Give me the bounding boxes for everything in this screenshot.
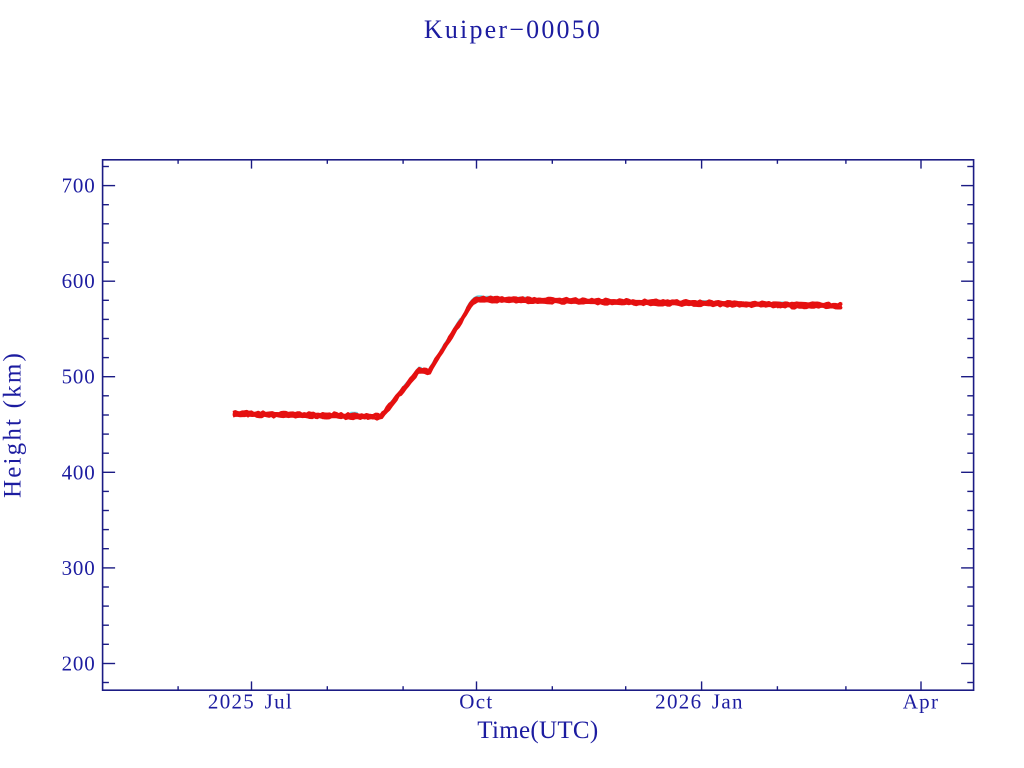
- svg-text:400: 400: [62, 460, 96, 484]
- svg-text:Oct: Oct: [459, 689, 493, 713]
- svg-text:Apr: Apr: [903, 689, 940, 713]
- svg-text:2025 Jul: 2025 Jul: [208, 689, 293, 713]
- svg-text:Height (km): Height (km): [0, 351, 27, 498]
- svg-text:700: 700: [62, 174, 96, 198]
- svg-text:300: 300: [62, 556, 96, 580]
- svg-text:Kuiper−00050: Kuiper−00050: [424, 15, 602, 44]
- svg-text:600: 600: [62, 269, 96, 293]
- svg-text:500: 500: [62, 365, 96, 389]
- svg-text:200: 200: [62, 652, 96, 676]
- svg-text:Time(UTC): Time(UTC): [477, 717, 598, 744]
- svg-text:2026 Jan: 2026 Jan: [655, 689, 744, 713]
